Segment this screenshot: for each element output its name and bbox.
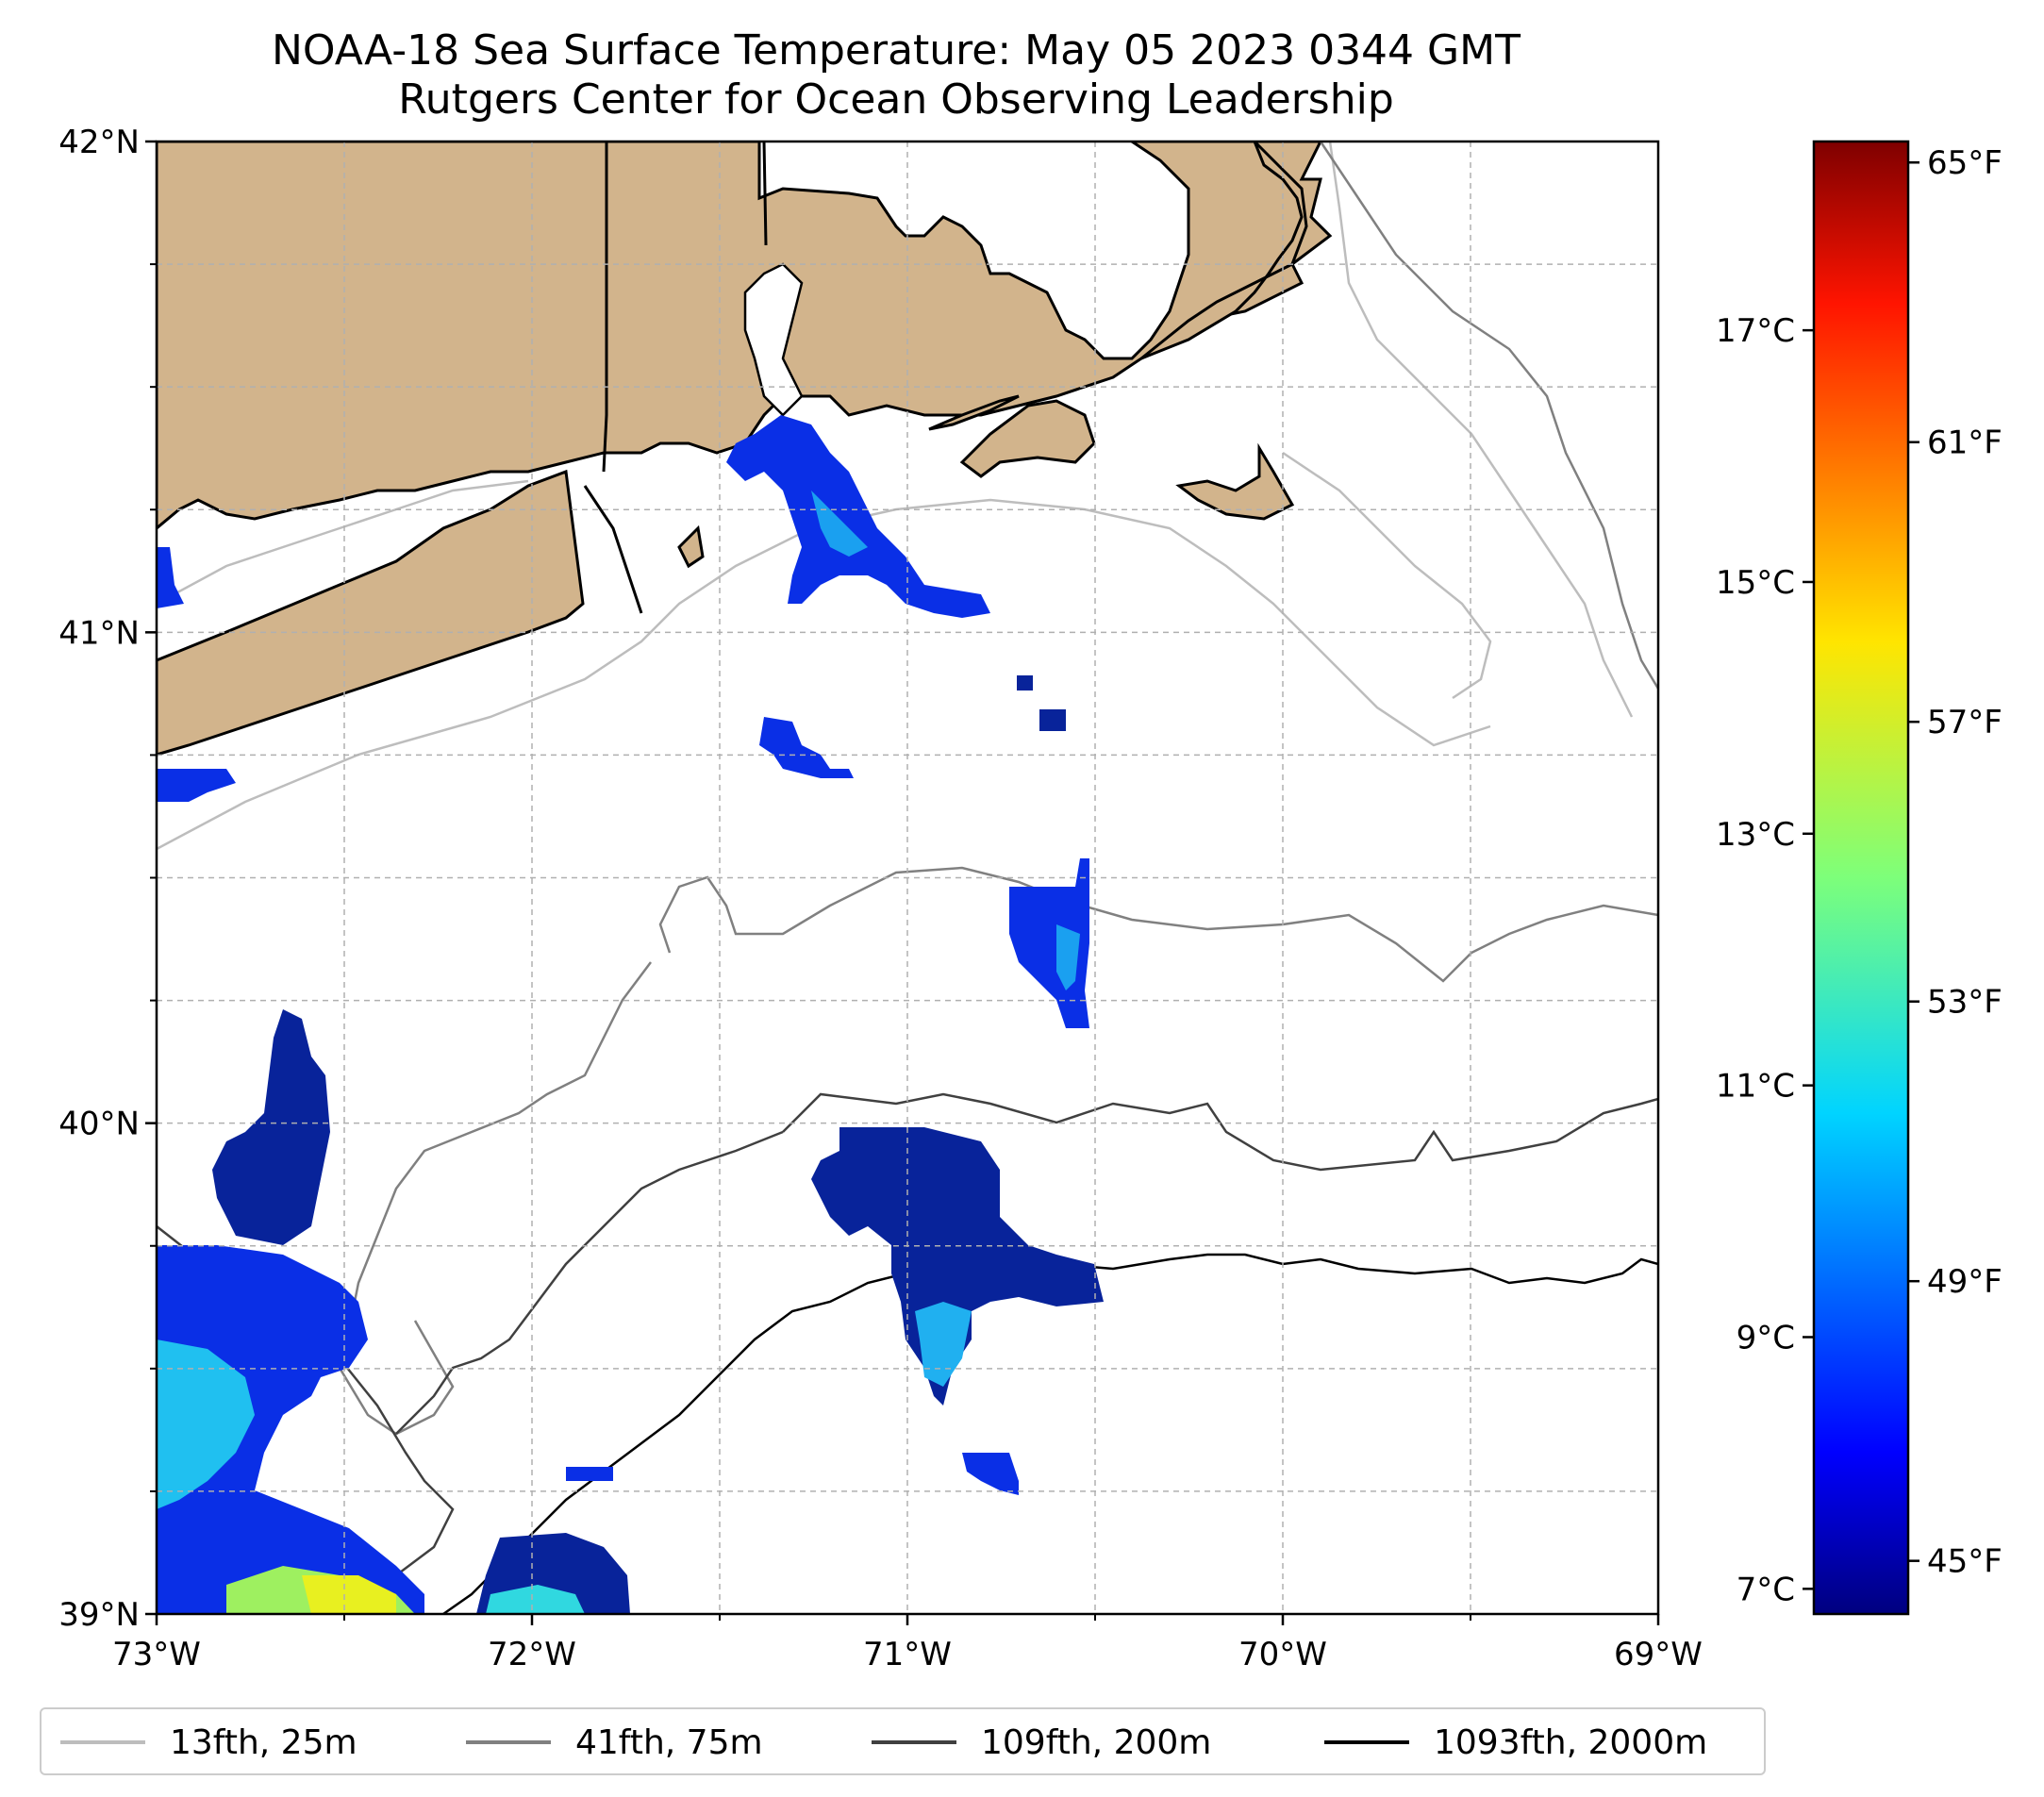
colorbar-fahrenheit-label: 65°F — [1927, 144, 2002, 182]
legend-label-75m: 41fth, 75m — [575, 1722, 763, 1762]
sst-patch-block-island-sound-core — [811, 491, 868, 557]
legend-item-75m: 41fth, 75m — [466, 1719, 763, 1766]
sst-patch-west-offshore-cyan — [157, 1339, 255, 1509]
colorbar: 7°C 9°C 11°C 13°C 15°C 17°C 45°F 49°F 53°F 57°F 61… — [1716, 140, 2002, 1616]
colorbar-gradient — [1812, 140, 1910, 1616]
legend-swatch-200m — [872, 1740, 956, 1744]
colorbar-celsius-label: 9°C — [1737, 1319, 1795, 1356]
sst-patch-mid-shelf-core — [1056, 924, 1080, 990]
y-tick-label: 42°N — [58, 124, 140, 161]
legend-label-2000m: 1093fth, 2000m — [1434, 1722, 1708, 1762]
x-tick-label: 72°W — [488, 1636, 576, 1673]
legend-label-25m: 13fth, 25m — [170, 1722, 357, 1762]
land-elizabeth-islands — [928, 394, 1020, 431]
x-tick-label: 71°W — [863, 1636, 952, 1673]
legend-swatch-2000m — [1324, 1740, 1409, 1744]
colorbar-fahrenheit-label: 49°F — [1927, 1263, 2002, 1301]
colorbar-celsius-label: 17°C — [1716, 312, 1795, 350]
colorbar-celsius-label: 11°C — [1716, 1068, 1795, 1106]
x-tick-label: 69°W — [1614, 1636, 1703, 1673]
sst-patch-small-centre-2 — [1039, 709, 1066, 731]
x-tick-label: 73°W — [112, 1636, 201, 1673]
land-long-island — [157, 469, 585, 757]
sst-patch-west-offshore-north — [212, 1009, 330, 1245]
chart-title: NOAA-18 Sea Surface Temperature: May 05 … — [0, 26, 1792, 125]
colorbar-celsius-label: 15°C — [1716, 564, 1795, 602]
colorbar-fahrenheit-label: 53°F — [1927, 984, 2002, 1022]
sst-patch-canyon-south-cyan — [486, 1585, 585, 1614]
land-marthas-vineyard — [959, 399, 1096, 478]
legend-swatch-25m — [60, 1740, 145, 1744]
title-line-1: NOAA-18 Sea Surface Temperature: May 05 … — [272, 26, 1521, 75]
sst-patch-west-offshore-south — [157, 1245, 424, 1614]
land-connecticut-rhode-island — [157, 141, 1333, 530]
sst-patch-south-rhode-island — [759, 717, 854, 778]
title-line-2: Rutgers Center for Ocean Observing Leade… — [398, 75, 1394, 124]
map-axis-ticks: 73°W 72°W 71°W 70°W 69°W 39°N 40°N 41°N 42°N — [58, 124, 1703, 1673]
legend-item-2000m: 1093fth, 2000m — [1324, 1719, 1707, 1766]
sst-patch-small-south — [962, 1453, 1019, 1495]
sst-patch-small-south-2 — [566, 1467, 613, 1481]
gridlines — [157, 141, 1658, 1614]
sst-patch-block-island-sound — [726, 415, 990, 618]
sst-patch-small-coastal — [157, 769, 236, 802]
y-tick-label: 40°N — [58, 1106, 140, 1143]
sst-patch-gulf-stream-edge — [811, 1127, 1104, 1406]
colorbar-ticks: 7°C 9°C 11°C 13°C 15°C 17°C 45°F 49°F 53°F 57°F 61… — [1716, 144, 2002, 1608]
y-tick-label: 39°N — [58, 1596, 140, 1634]
x-tick-label: 70°W — [1238, 1636, 1327, 1673]
sst-patch-gulf-stream-cyan — [915, 1302, 972, 1387]
colorbar-celsius-label: 7°C — [1737, 1571, 1795, 1608]
sst-patches — [157, 415, 1104, 1614]
map-plot: 73°W 72°W 71°W 70°W 69°W 39°N 40°N 41°N 42°N — [58, 124, 1703, 1673]
narragansett-bay — [743, 262, 804, 417]
colorbar-fahrenheit-label: 45°F — [1927, 1543, 2002, 1581]
sst-patch-west-offshore-yellow — [302, 1575, 396, 1614]
land-masses — [157, 141, 1333, 757]
legend-item-25m: 13fth, 25m — [60, 1719, 357, 1766]
y-tick-label: 41°N — [58, 614, 140, 652]
land-cape-cod — [1140, 141, 1308, 360]
colorbar-celsius-label: 13°C — [1716, 816, 1795, 854]
legend: 13fth, 25m 41fth, 75m 109fth, 200m 1093f… — [40, 1707, 1766, 1775]
sst-patch-small-centre — [1017, 675, 1033, 691]
state-boundaries — [583, 141, 768, 614]
land-block-island — [677, 524, 705, 569]
legend-label-200m: 109fth, 200m — [981, 1722, 1212, 1762]
colorbar-fahrenheit-label: 61°F — [1927, 424, 2002, 462]
colorbar-fahrenheit-label: 57°F — [1927, 704, 2002, 741]
legend-swatch-75m — [466, 1740, 551, 1744]
sst-patch-small-west — [157, 547, 184, 608]
legend-item-200m: 109fth, 200m — [872, 1719, 1211, 1766]
